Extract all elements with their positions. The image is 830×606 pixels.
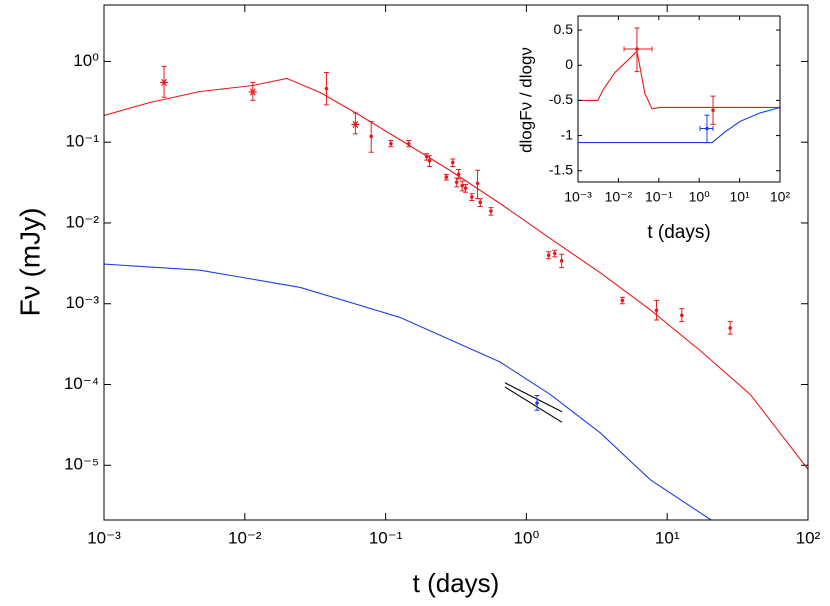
point — [454, 180, 459, 184]
point — [463, 186, 468, 190]
point — [552, 251, 557, 256]
y-tick-label: 10⁻² — [65, 212, 99, 231]
plot — [104, 65, 808, 520]
x-tick-label: 10⁰ — [689, 189, 711, 205]
point — [369, 134, 373, 139]
point — [324, 86, 329, 91]
point — [470, 195, 474, 199]
y-tick-label: 0 — [565, 56, 573, 72]
point — [546, 253, 551, 257]
curve — [504, 386, 563, 423]
curve — [578, 106, 780, 144]
y-axis-label: Fν (mJy) — [14, 208, 45, 317]
y-tick-label: 10⁻⁵ — [64, 455, 99, 474]
y-tick-label: 10⁻⁴ — [64, 374, 99, 393]
x-tick-label: 10¹ — [655, 528, 680, 547]
plot-frame — [577, 15, 781, 183]
point — [559, 259, 564, 263]
x-tick-label: 10⁻¹ — [369, 528, 403, 547]
point — [620, 298, 625, 303]
x-tick-label: 10¹ — [729, 189, 750, 205]
x-tick-label: 10⁰ — [514, 528, 540, 547]
plot-area — [578, 16, 780, 182]
point — [475, 181, 480, 186]
point — [456, 172, 461, 177]
point — [450, 160, 455, 165]
plot — [578, 27, 780, 144]
y-tick-label: -1 — [561, 126, 574, 142]
x-tick-label: 10⁻³ — [564, 189, 592, 205]
x-axis-label: t (days) — [647, 222, 710, 243]
x-tick-label: 10⁻² — [228, 528, 262, 547]
point — [535, 401, 539, 405]
error-bar — [352, 112, 358, 135]
curve — [104, 263, 712, 520]
y-tick-label: 10⁻³ — [65, 293, 99, 312]
y-tick-label: 10⁻¹ — [65, 132, 99, 151]
point — [406, 141, 411, 146]
curve — [504, 382, 563, 413]
point — [711, 108, 715, 113]
x-tick-label: 10⁻² — [605, 189, 633, 205]
point — [654, 308, 659, 313]
point — [635, 47, 639, 51]
point — [705, 126, 709, 131]
point — [160, 78, 169, 86]
point — [389, 141, 393, 146]
point — [444, 175, 449, 179]
x-tick-label: 10² — [770, 189, 791, 205]
x-tick-label: 10² — [796, 528, 821, 547]
x-tick-label: 10⁻³ — [87, 528, 121, 547]
y-tick-label: 10⁰ — [73, 51, 99, 70]
point — [728, 326, 732, 330]
point — [489, 209, 493, 213]
x-axis-label: t (days) — [413, 568, 500, 598]
point — [478, 200, 483, 205]
plot-frame — [103, 4, 809, 521]
chart: 10⁻³ 10⁻² 10⁻¹ 10⁰ 10¹ 10² -1.5 -1 -0.5 0 0.5 t (da… — [516, 15, 791, 243]
point — [248, 88, 257, 96]
x-tick-label: 10⁻¹ — [645, 189, 673, 205]
y-axis-label: dlogFν / dlogν — [516, 47, 535, 153]
y-tick-label: -1.5 — [549, 161, 573, 177]
y-tick-label: 0.5 — [554, 21, 574, 37]
point — [351, 120, 360, 128]
curve — [104, 77, 808, 470]
point — [427, 158, 432, 163]
y-tick-label: -0.5 — [549, 91, 573, 107]
point — [680, 313, 684, 318]
